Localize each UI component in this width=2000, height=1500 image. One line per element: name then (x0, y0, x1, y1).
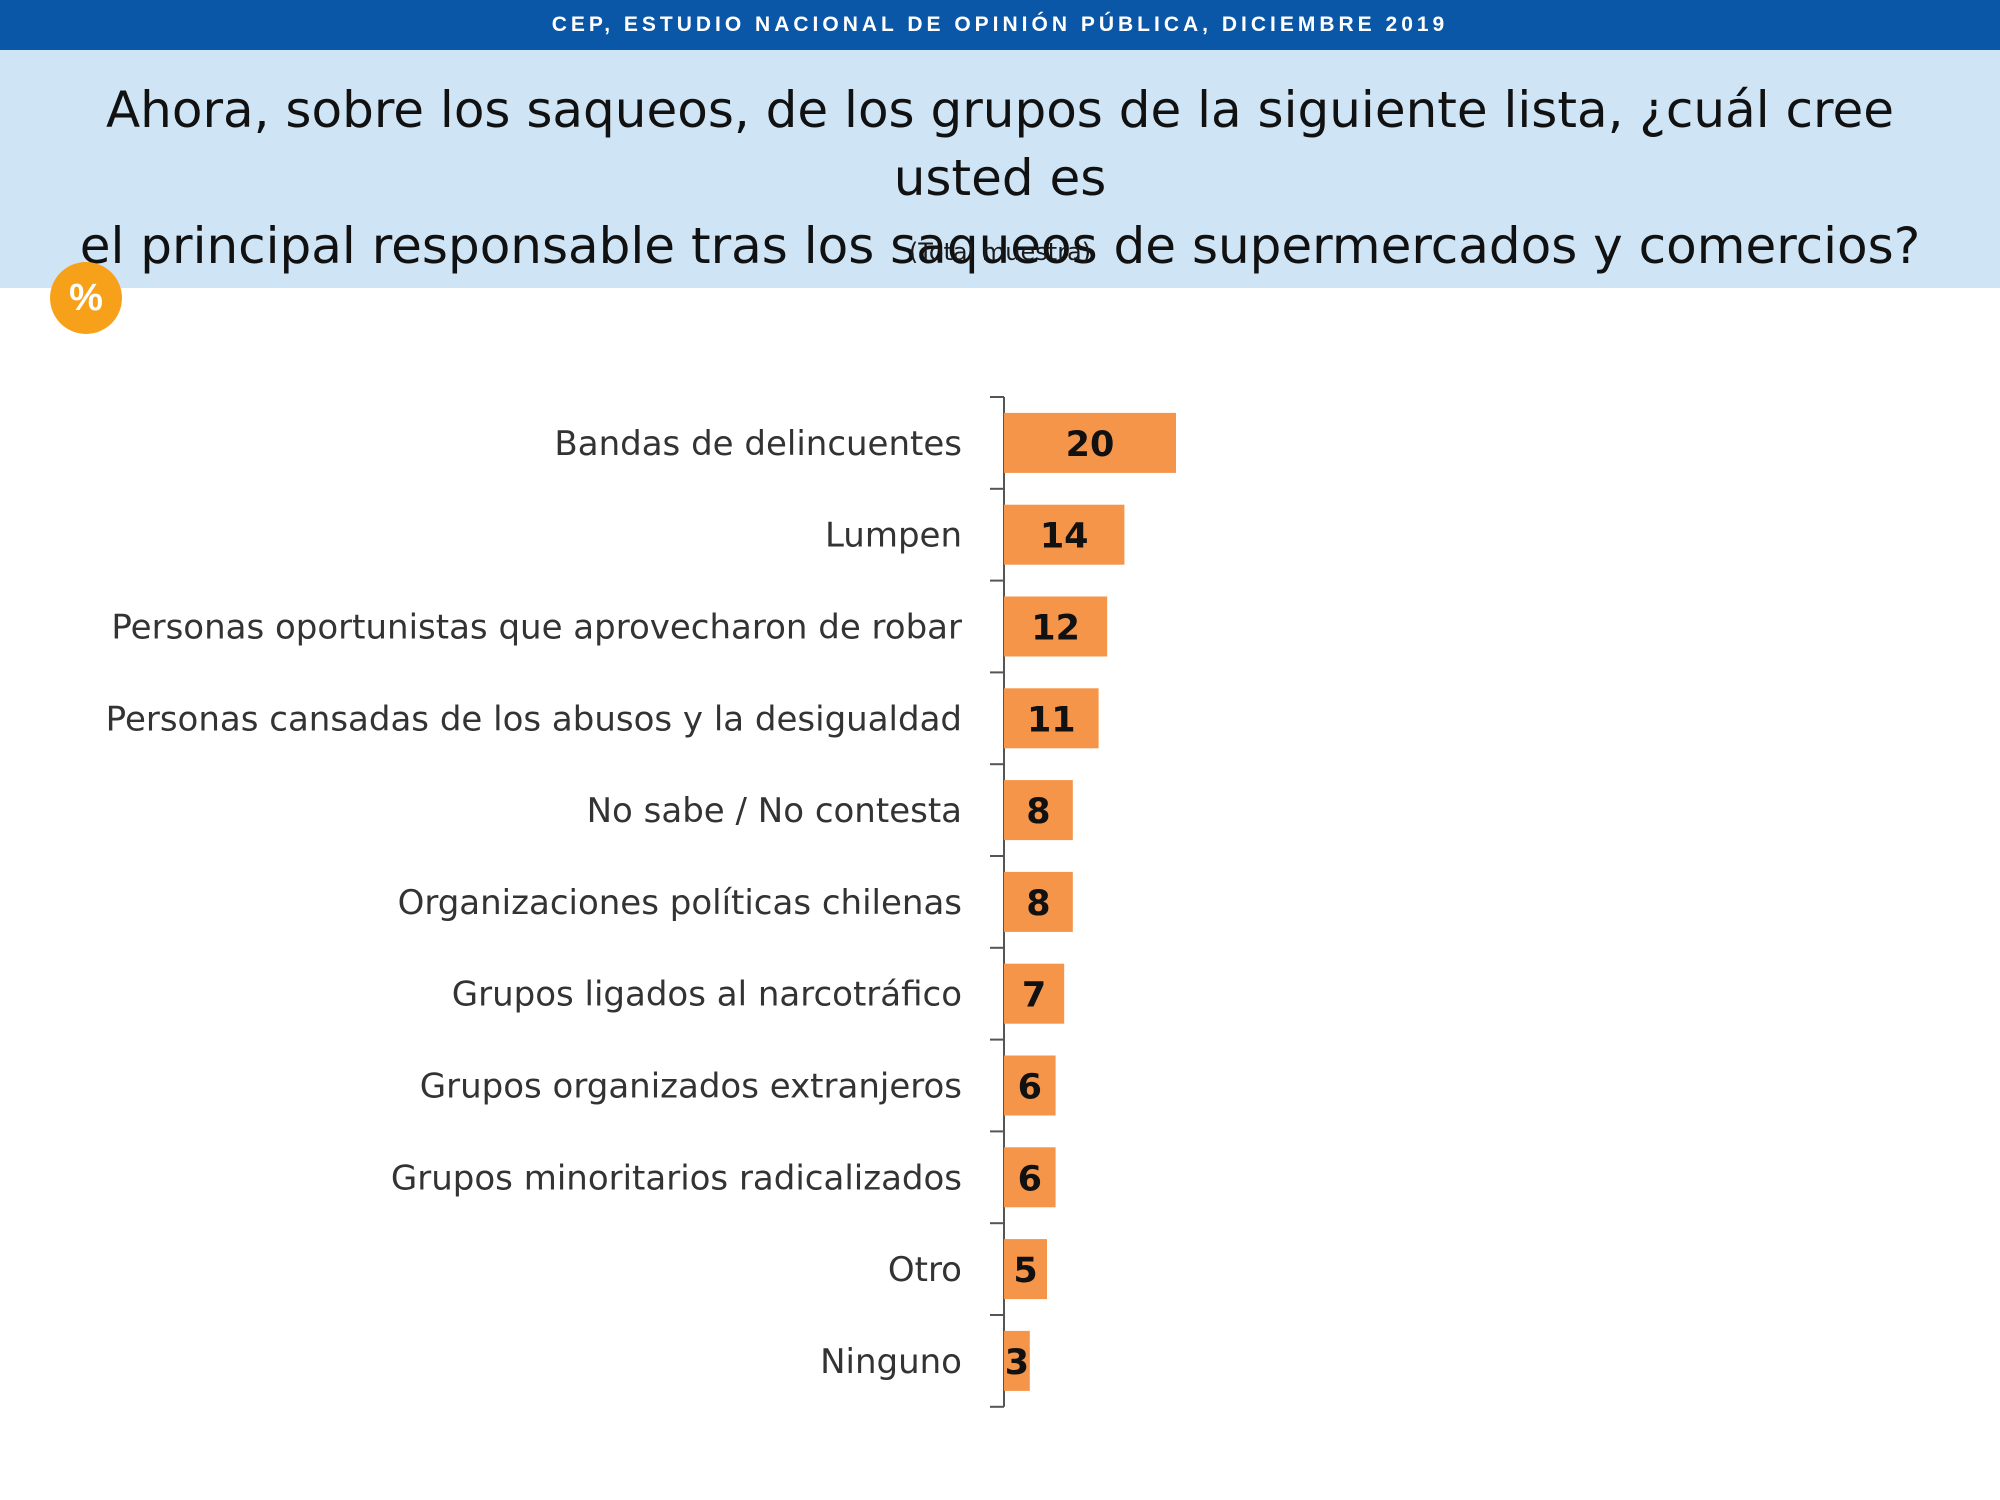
sample-subtitle: (Total muestra) (908, 238, 1092, 266)
category-label: Grupos organizados extranjeros (420, 1067, 962, 1107)
bar (1004, 1055, 1056, 1116)
question-line-2: el principal responsable tras los saqueo… (79, 217, 1921, 275)
bar (1004, 412, 1176, 473)
bar (1004, 688, 1099, 749)
category-label: Lumpen (825, 516, 962, 556)
bar (1004, 1147, 1056, 1208)
data-label: 12 (1031, 609, 1080, 649)
data-label: 14 (1040, 517, 1089, 557)
data-label: 11 (1027, 700, 1076, 740)
bar (1004, 504, 1125, 565)
bar (1004, 780, 1073, 841)
bar (1004, 963, 1065, 1024)
data-label: 8 (1026, 884, 1050, 924)
percent-badge-icon: % (50, 262, 122, 334)
data-label: 6 (1018, 1068, 1042, 1108)
data-label: 3 (1005, 1343, 1029, 1383)
bar (1004, 596, 1108, 657)
category-label: Bandas de delincuentes (554, 424, 962, 464)
bar (1004, 871, 1073, 932)
data-label: 20 (1066, 425, 1115, 465)
category-label: Ninguno (820, 1342, 962, 1382)
category-label: Personas oportunistas que aprovecharon d… (111, 608, 962, 648)
question-title: Ahora, sobre los saqueos, de los grupos … (40, 76, 1960, 280)
bar (1004, 1330, 1030, 1391)
question-line-1: Ahora, sobre los saqueos, de los grupos … (105, 81, 1895, 207)
category-label: Otro (888, 1250, 962, 1290)
data-label: 7 (1022, 976, 1046, 1016)
category-label: Grupos minoritarios radicalizados (391, 1158, 962, 1198)
category-label: No sabe / No contesta (587, 791, 962, 831)
category-label: Organizaciones políticas chilenas (398, 883, 962, 923)
question-header: Ahora, sobre los saqueos, de los grupos … (0, 50, 2000, 288)
data-label: 8 (1026, 792, 1050, 832)
survey-banner: CEP, ESTUDIO NACIONAL DE OPINIÓN PÚBLICA… (0, 0, 2000, 50)
category-label: Grupos ligados al narcotráfico (452, 975, 962, 1015)
data-label: 5 (1013, 1251, 1037, 1291)
data-label: 6 (1018, 1159, 1042, 1199)
bar (1004, 1239, 1047, 1300)
category-label: Personas cansadas de los abusos y la des… (106, 699, 962, 739)
